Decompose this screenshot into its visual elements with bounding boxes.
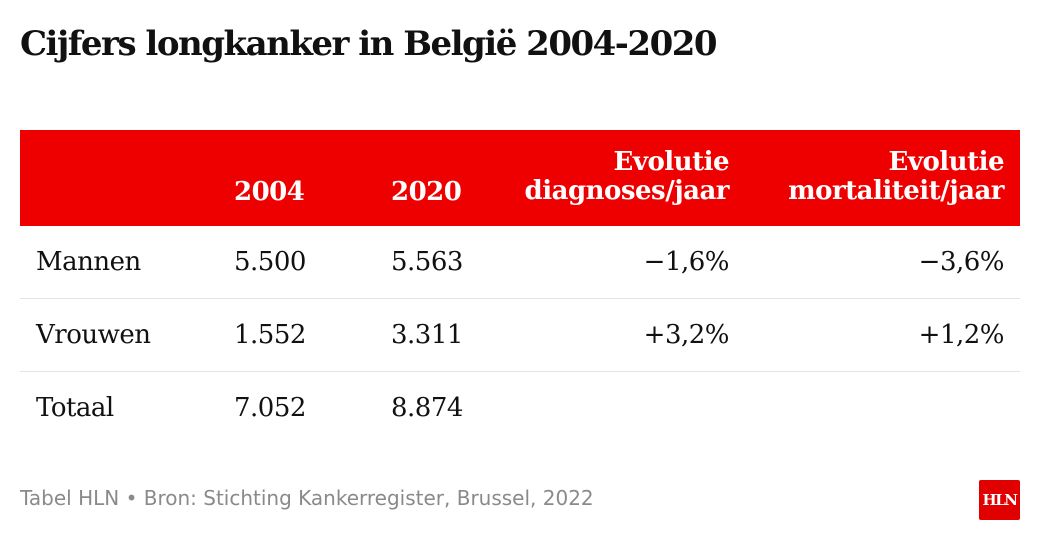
header-2004: 2004 <box>234 177 305 207</box>
row-label: Totaal <box>36 393 114 423</box>
source-footer: Tabel HLN • Bron: Stichting Kankerregist… <box>20 486 594 510</box>
cell-evolutie-mortaliteit: −3,6% <box>918 247 1005 277</box>
cell-2020: 5.563 <box>391 247 463 277</box>
header-2020: 2020 <box>391 177 462 207</box>
row-label: Vrouwen <box>36 320 151 350</box>
cell-2020: 8.874 <box>391 393 463 423</box>
table-header: 2004 2020 Evolutie diagnoses/jaar Evolut… <box>20 130 1020 226</box>
hln-logo: HLN <box>979 480 1020 520</box>
table-row-totaal: Totaal 7.052 8.874 <box>20 372 1020 444</box>
data-table: 2004 2020 Evolutie diagnoses/jaar Evolut… <box>20 130 1020 444</box>
cell-evolutie-diagnoses: +3,2% <box>643 320 730 350</box>
cell-evolutie-diagnoses: −1,6% <box>643 247 730 277</box>
header-evolutie-mortaliteit: Evolutie mortaliteit/jaar <box>788 148 1004 206</box>
table-row-vrouwen: Vrouwen 1.552 3.311 +3,2% +1,2% <box>20 299 1020 372</box>
header-evolutie-mortaliteit-line1: Evolutie <box>888 147 1005 177</box>
header-evolutie-mortaliteit-line2: mortaliteit/jaar <box>788 176 1004 206</box>
cell-2004: 1.552 <box>234 320 306 350</box>
cell-evolutie-mortaliteit: +1,2% <box>918 320 1005 350</box>
page-title: Cijfers longkanker in België 2004-2020 <box>20 24 718 64</box>
header-evolutie-diagnoses-line2: diagnoses/jaar <box>524 176 730 206</box>
table-row-mannen: Mannen 5.500 5.563 −1,6% −3,6% <box>20 226 1020 299</box>
cell-2004: 5.500 <box>234 247 306 277</box>
cell-2004: 7.052 <box>234 393 306 423</box>
header-evolutie-diagnoses: Evolutie diagnoses/jaar <box>524 147 730 206</box>
cell-2020: 3.311 <box>391 320 463 350</box>
header-evolutie-diagnoses-line1: Evolutie <box>613 147 730 177</box>
row-label: Mannen <box>36 247 141 277</box>
